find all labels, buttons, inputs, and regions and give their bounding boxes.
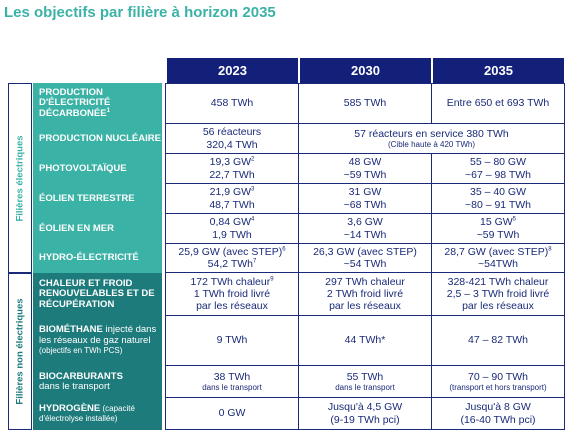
cell-nucleaire-2030-2035: 57 réacteurs en service 380 TWh (Cible ha… bbox=[298, 124, 565, 154]
cell-eolien-terrestre-2030: 31 GW ~68 TWh bbox=[298, 184, 431, 214]
cell-biocarburants-2035: 70 – 90 TWh (transport et hors transport) bbox=[431, 366, 565, 398]
row-label-eolien-terrestre: ÉOLIEN TERRESTRE bbox=[33, 184, 162, 214]
cell-eolien-terrestre-2035: 35 – 40 GW ~80 – 91 TWh bbox=[431, 184, 565, 214]
cell-hydro-2035: 28,7 GW (avec STEP)8 ~54TWh bbox=[431, 244, 565, 273]
cell-biomethane-2023: 9 TWh bbox=[165, 316, 298, 366]
cell-chaleur-2023: 172 TWh chaleur9 1 TWh froid livré par le… bbox=[165, 273, 298, 316]
row-label-biomethane: BIOMÉTHANE injecté dans les réseaux de g… bbox=[33, 316, 162, 366]
cell-eolien-mer-2023: 0,84 GW4 1,9 TWh bbox=[165, 214, 298, 244]
cell-eolien-mer-2030: 3,6 GW ~14 TWh bbox=[298, 214, 431, 244]
cell-biocarburants-2030: 55 TWh dans le transport bbox=[298, 366, 431, 398]
cell-pv-2030: 48 GW ~59 TWh bbox=[298, 154, 431, 184]
cell-hydro-2030: 26,3 GW (avec STEP) ~54 TWh bbox=[298, 244, 431, 273]
group-label-elec: Filières électriques bbox=[14, 134, 26, 222]
cell-hydrogene-2023: 0 GW bbox=[165, 398, 298, 430]
row-label-biocarburants: BIOCARBURANTS dans le transport bbox=[33, 366, 162, 398]
row-label-production-electricite: PRODUCTION D'ÉLECTRICITÉ DÉCARBONÉE1 bbox=[33, 83, 162, 124]
cell-hydrogene-2035: Jusqu'à 8 GW (16-40 TWh pci) bbox=[431, 398, 565, 430]
cell-elec-2023: 458 TWh bbox=[165, 83, 298, 124]
group-filieres-electriques: Filières électriques bbox=[8, 83, 32, 273]
cell-chaleur-2030: 297 TWh chaleur 2 TWh froid livré par les … bbox=[298, 273, 431, 316]
row-label-chaleur-froid: CHALEUR ET FROID RENOUVELABLES ET DE RÉC… bbox=[33, 273, 162, 316]
cell-biomethane-2035: 47 – 82 TWh bbox=[431, 316, 565, 366]
cell-elec-2030: 585 TWh bbox=[298, 83, 431, 124]
header-2030: 2030 bbox=[300, 58, 431, 83]
row-label-production-nucleaire: PRODUCTION NUCLÉAIRE bbox=[33, 124, 162, 154]
header-2023: 2023 bbox=[167, 58, 298, 83]
cell-hydrogene-2030: Jusqu'à 4,5 GW (9-19 TWh pci) bbox=[298, 398, 431, 430]
page-title: Les objectifs par filière à horizon 2035 bbox=[4, 4, 276, 21]
row-label-eolien-en-mer: ÉOLIEN EN MER bbox=[33, 214, 162, 244]
group-label-nonelec: Filières non électriques bbox=[14, 298, 26, 405]
header-2035: 2035 bbox=[433, 58, 564, 83]
cell-biocarburants-2023: 38 TWh dans le transport bbox=[165, 366, 298, 398]
cell-biomethane-2030: 44 TWh* bbox=[298, 316, 431, 366]
cell-elec-2035: Entre 650 et 693 TWh bbox=[431, 83, 565, 124]
row-label-photovoltaique: PHOTOVOLTAÏQUE bbox=[33, 154, 162, 184]
cell-hydro-2023: 25,9 GW (avec STEP)6 54,2 TWh7 bbox=[165, 244, 298, 273]
cell-pv-2023: 19,3 GW2 22,7 TWh bbox=[165, 154, 298, 184]
table-top-border bbox=[165, 83, 565, 84]
group-filieres-non-electriques: Filières non électriques bbox=[8, 273, 32, 430]
row-label-hydro-electricite: HYDRO-ÉLECTRICITÉ bbox=[33, 244, 162, 273]
cell-nucleaire-2023: 56 réacteurs 320,4 TWh bbox=[165, 124, 298, 154]
cell-eolien-terrestre-2023: 21,9 GW3 48,7 TWh bbox=[165, 184, 298, 214]
cell-pv-2035: 55 – 80 GW ~67 – 98 TWh bbox=[431, 154, 565, 184]
cell-eolien-mer-2035: 15 GW5 ~59 TWh bbox=[431, 214, 565, 244]
cell-chaleur-2035: 328-421 TWh chaleur 2,5 – 3 TWh froid liv… bbox=[431, 273, 565, 316]
row-label-hydrogene: HYDROGÈNE (capacité d'électrolyse install… bbox=[33, 398, 162, 430]
